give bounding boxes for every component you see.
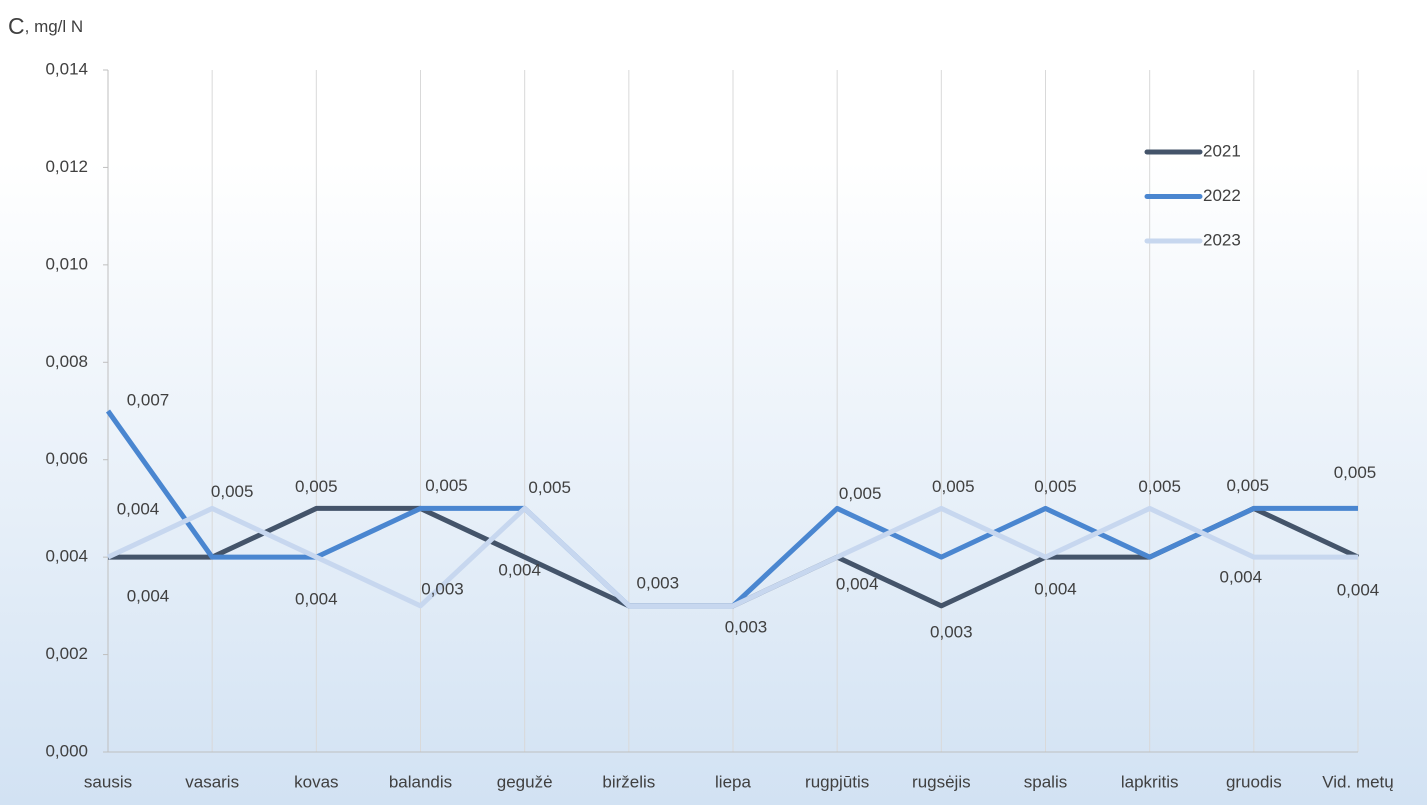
legend-label: 2023 xyxy=(1203,230,1241,249)
y-tick-label: 0,002 xyxy=(45,644,88,663)
data-label: 0,005 xyxy=(1138,477,1181,496)
data-label: 0,003 xyxy=(725,617,768,636)
y-axis-label: C, mg/l N xyxy=(8,13,83,39)
x-tick-label: Vid. metų xyxy=(1322,772,1394,791)
data-label: 0,004 xyxy=(295,590,338,609)
y-tick-label: 0,006 xyxy=(45,449,88,468)
legend-label: 2022 xyxy=(1203,186,1241,205)
data-label: 0,007 xyxy=(127,390,170,409)
x-tick-label: lapkritis xyxy=(1121,772,1179,791)
y-tick-label: 0,014 xyxy=(45,59,88,78)
data-label: 0,005 xyxy=(1034,477,1077,496)
y-tick-label: 0,008 xyxy=(45,352,88,371)
data-label: 0,005 xyxy=(1334,463,1377,482)
data-label: 0,003 xyxy=(930,622,973,641)
x-tick-label: rugpjūtis xyxy=(805,772,869,791)
data-label: 0,004 xyxy=(836,575,879,594)
data-label: 0,003 xyxy=(421,579,464,598)
x-tick-label: liepa xyxy=(715,772,751,791)
legend-label: 2021 xyxy=(1203,141,1241,160)
y-tick-label: 0,012 xyxy=(45,157,88,176)
data-label: 0,005 xyxy=(211,482,254,501)
data-label: 0,004 xyxy=(1220,568,1263,587)
data-label: 0,005 xyxy=(295,477,338,496)
x-tick-label: vasaris xyxy=(185,772,239,791)
y-tick-label: 0,004 xyxy=(45,547,88,566)
x-tick-label: birželis xyxy=(602,772,655,791)
x-tick-label: sausis xyxy=(84,772,132,791)
x-tick-label: spalis xyxy=(1024,772,1067,791)
data-label: 0,004 xyxy=(1337,581,1380,600)
y-tick-label: 0,010 xyxy=(45,254,88,273)
data-label: 0,003 xyxy=(637,573,680,592)
data-label: 0,004 xyxy=(117,500,160,519)
x-tick-label: rugsėjis xyxy=(912,772,971,791)
x-tick-label: gruodis xyxy=(1226,772,1282,791)
x-tick-label: kovas xyxy=(294,772,338,791)
data-label: 0,004 xyxy=(127,587,170,606)
data-label: 0,004 xyxy=(498,561,541,580)
x-tick-label: balandis xyxy=(389,772,452,791)
data-label: 0,005 xyxy=(1227,476,1270,495)
x-tick-label: gegužė xyxy=(497,772,553,791)
y-axis-label-rest: , mg/l N xyxy=(25,17,84,36)
data-label: 0,005 xyxy=(425,476,468,495)
data-label: 0,005 xyxy=(932,477,975,496)
data-label: 0,004 xyxy=(1034,580,1077,599)
y-tick-label: 0,000 xyxy=(45,741,88,760)
y-axis-label-initial: C xyxy=(8,13,25,39)
series-line xyxy=(106,505,1358,609)
data-label: 0,005 xyxy=(839,484,882,503)
data-label: 0,005 xyxy=(528,478,571,497)
